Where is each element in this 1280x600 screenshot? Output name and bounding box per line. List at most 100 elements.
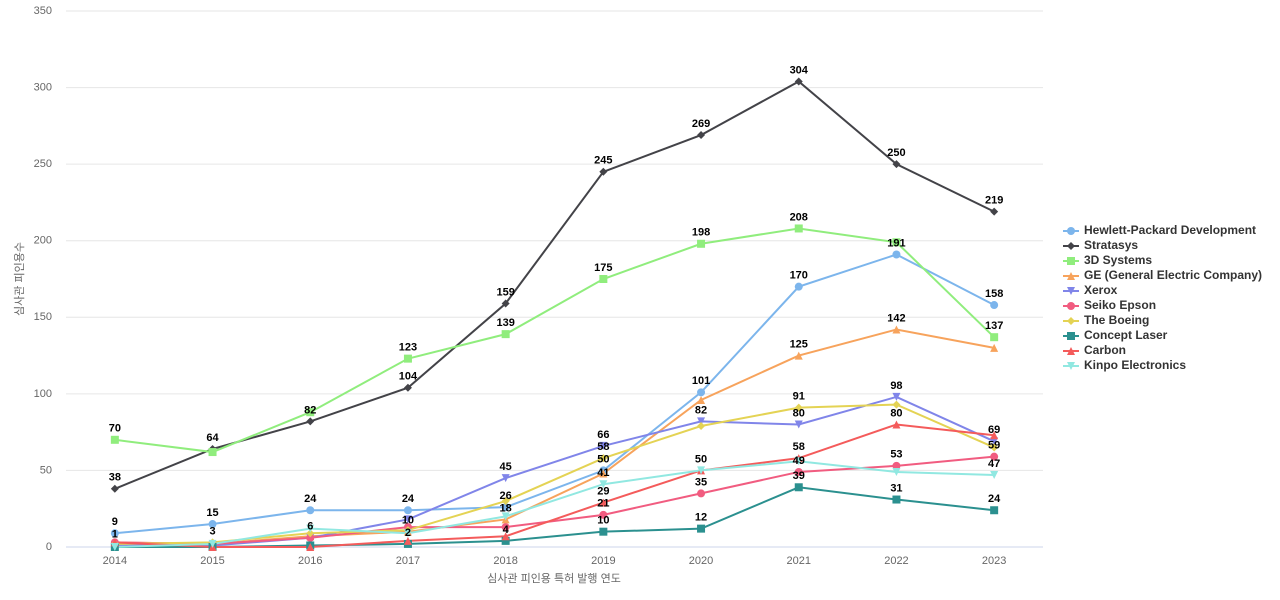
point [403,515,412,524]
point [1067,362,1075,370]
series-line [114,455,995,545]
data-label: 269 [692,118,710,130]
data-label: 1 [112,528,118,540]
y-tick-label: 200 [34,235,52,247]
series-line [114,227,995,454]
data-label: 3 [209,525,215,537]
data-label: 80 [890,407,902,419]
data-label: 66 [597,429,609,441]
data-label: 24 [402,493,415,505]
legend-label: Kinpo Electronics [1084,358,1186,372]
point [1067,332,1075,340]
data-label: 101 [692,375,710,387]
point [501,299,510,308]
series-line [114,80,995,490]
x-tick-label: 2021 [787,555,811,567]
point [599,469,608,478]
data-label: 9 [112,516,118,528]
data-label: 219 [985,195,1003,207]
point [697,466,706,475]
point [1067,242,1075,250]
y-tick-label: 300 [34,81,52,93]
point [990,506,999,515]
x-tick-label: 2020 [689,555,713,567]
point [306,506,315,515]
y-tick-label: 50 [40,464,52,476]
point [990,443,999,452]
data-label: 125 [790,338,808,350]
data-label: 58 [597,441,609,453]
data-label: 18 [500,502,512,514]
data-label: 15 [206,507,218,519]
point [501,474,510,483]
data-label: 26 [500,490,512,502]
point [501,532,510,541]
x-tick-label: 2018 [493,555,517,567]
data-label: 170 [790,270,808,282]
data-label: 4 [503,524,510,536]
data-label: 58 [793,441,805,453]
x-tick-label: 2017 [396,555,420,567]
data-label: 208 [790,211,808,223]
point [697,489,706,498]
legend-label: Concept Laser [1084,328,1168,342]
point [892,238,901,247]
point [599,275,608,283]
data-label: 29 [597,485,609,497]
point [892,400,901,409]
point [208,448,217,457]
data-label: 39 [793,470,805,482]
y-tick-label: 0 [46,541,52,553]
point [501,497,510,506]
y-tick-label: 350 [34,5,52,17]
point [697,395,706,404]
point [501,503,510,512]
point [990,452,999,461]
point [599,527,608,536]
point [794,282,803,291]
data-label: 142 [887,312,905,324]
data-label: 104 [399,371,418,383]
point [501,512,510,521]
series-line [114,395,995,547]
data-label: 175 [594,262,612,274]
point [1067,227,1075,235]
point [599,498,608,507]
data-label: 10 [402,515,414,527]
x-tick-label: 2022 [884,555,908,567]
point [892,392,901,401]
legend-label: Xerox [1084,283,1118,297]
data-label: 35 [695,476,707,488]
data-label: 159 [496,286,514,298]
point [110,543,119,551]
data-label: 158 [985,288,1003,300]
point [794,467,803,476]
x-tick-label: 2014 [103,555,127,567]
point [1067,347,1075,355]
data-label: 31 [890,482,902,494]
data-label: 245 [594,155,612,167]
point [599,167,608,176]
point [306,543,315,551]
series-line [114,253,995,535]
point [403,529,412,538]
point [599,510,608,519]
point [599,454,608,463]
data-label: 24 [304,493,317,505]
data-label: 139 [496,317,514,329]
point [892,420,901,429]
data-label: 98 [890,380,902,392]
data-label: 91 [793,391,805,403]
point [990,301,999,310]
data-label: 59 [988,440,1000,452]
point [403,506,412,515]
point [697,417,706,426]
point [1067,287,1075,295]
y-tick-label: 250 [34,158,52,170]
y-tick-label: 150 [34,311,52,323]
point [697,524,706,533]
data-label: 70 [109,423,121,435]
legend-label: The Boeing [1084,313,1149,327]
point [990,431,999,440]
point [599,480,608,489]
